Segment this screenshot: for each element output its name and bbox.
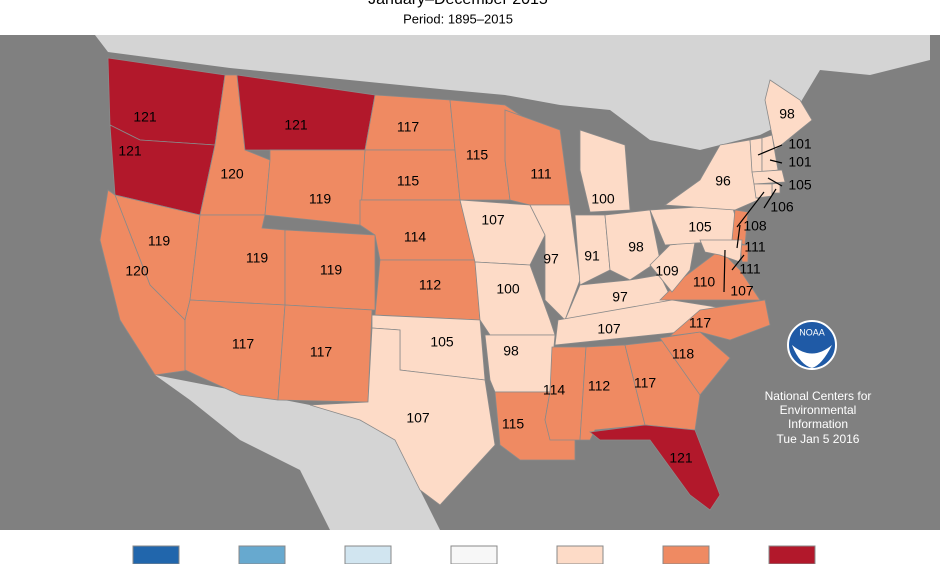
state-value: 121 — [669, 450, 693, 466]
state-value: 105 — [430, 334, 454, 350]
state — [189, 214, 286, 306]
state-value: 119 — [148, 233, 171, 249]
legend-swatch — [132, 545, 180, 564]
state-value: 100 — [496, 281, 520, 297]
state-value: 101 — [788, 136, 812, 152]
state-value: 117 — [689, 315, 712, 331]
state-value: 117 — [634, 375, 657, 391]
state-value: 100 — [591, 191, 615, 207]
state-value: 106 — [770, 199, 794, 215]
state-value: 120 — [125, 263, 149, 279]
state-value: 107 — [481, 212, 505, 228]
state-value: 115 — [397, 173, 420, 189]
logo-text: NOAA — [799, 327, 825, 337]
state-value: 111 — [530, 166, 551, 182]
state-value: 98 — [779, 106, 795, 122]
leader — [736, 224, 741, 249]
state-value: 118 — [672, 346, 695, 362]
state-value: 117 — [397, 119, 420, 135]
leader — [757, 144, 783, 156]
state-value: 101 — [788, 154, 812, 170]
state-value: 115 — [466, 147, 489, 163]
legend-swatch — [344, 545, 392, 564]
state-value: 117 — [310, 344, 333, 360]
state-value: 119 — [320, 262, 343, 278]
states — [99, 57, 813, 511]
leader — [769, 159, 783, 164]
state-value: 111 — [739, 261, 760, 277]
credit: Environmental — [780, 403, 857, 417]
state-value: 96 — [715, 173, 731, 189]
state-value: 108 — [743, 218, 767, 234]
state-value: 112 — [588, 378, 611, 394]
state-value: 120 — [220, 166, 244, 182]
state-value: 107 — [406, 410, 430, 426]
state — [459, 199, 546, 266]
state-value: 117 — [232, 336, 255, 352]
state-value: 119 — [246, 250, 269, 266]
state-value: 109 — [655, 263, 679, 279]
state-value: 114 — [404, 229, 427, 245]
state-value: 121 — [118, 143, 142, 159]
state — [284, 229, 376, 311]
legend-swatch — [662, 545, 710, 564]
credit: Information — [788, 417, 848, 431]
state — [753, 183, 773, 199]
state-value: 98 — [503, 343, 519, 359]
leader — [723, 249, 726, 293]
labels: 121 121 120 121 117 115 119 119 120 119 119 117 117 1… — [118, 106, 812, 466]
legend-swatch — [450, 545, 498, 564]
logo-wave — [792, 345, 832, 368]
legend-swatch — [768, 545, 816, 564]
canada — [95, 35, 930, 150]
state — [749, 137, 763, 173]
leader — [767, 177, 783, 187]
state-value: 121 — [284, 117, 308, 133]
credit: National Centers for — [765, 389, 872, 403]
state-value: 115 — [502, 416, 525, 432]
state-value: 107 — [730, 283, 754, 299]
leader — [731, 254, 745, 271]
state — [309, 327, 496, 506]
state — [589, 424, 721, 511]
state-value: 105 — [788, 177, 812, 193]
mexico — [155, 375, 440, 530]
state-value: 97 — [543, 251, 559, 267]
state-value: 107 — [597, 321, 621, 337]
state — [604, 209, 661, 281]
state-value: 97 — [612, 289, 628, 305]
leader — [763, 188, 777, 209]
state — [649, 241, 696, 293]
legend-swatch — [556, 545, 604, 564]
state — [699, 239, 743, 263]
state-value: 114 — [543, 382, 566, 398]
credit-date: Tue Jan 5 2016 — [777, 432, 860, 446]
state-value: 121 — [133, 109, 157, 125]
state — [579, 129, 631, 213]
title: January–December 2015 — [368, 0, 548, 8]
state-value: 98 — [628, 239, 644, 255]
state-value: 119 — [309, 191, 332, 207]
state — [668, 299, 771, 341]
state — [751, 169, 786, 185]
state-value: 91 — [584, 248, 600, 264]
state-value: 110 — [693, 274, 716, 290]
subtitle: Period: 1895–2015 — [403, 11, 513, 26]
state-value: 105 — [688, 219, 712, 235]
legend — [132, 545, 816, 564]
legend-swatch — [238, 545, 286, 564]
state — [264, 149, 366, 226]
leader — [736, 191, 765, 228]
state-value: 112 — [419, 277, 442, 293]
state — [764, 79, 813, 151]
state-value: 111 — [744, 239, 765, 255]
